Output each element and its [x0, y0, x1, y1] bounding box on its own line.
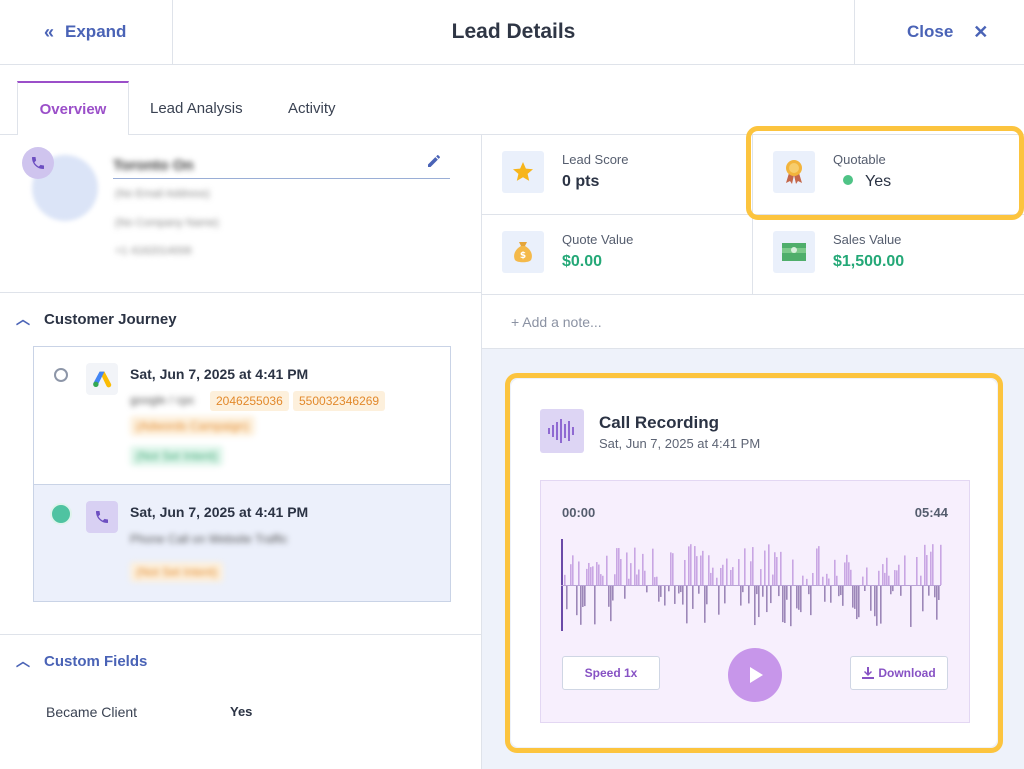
audio-player: 00:00 05:44 Speed 1x Download: [540, 480, 970, 723]
status-dot-icon: [843, 175, 853, 185]
customer-journey-title: Customer Journey: [44, 310, 177, 328]
google-ads-icon: [86, 363, 118, 395]
customer-journey-timeline: Sat, Jun 7, 2025 at 4:41 PM google / cpc…: [33, 346, 451, 602]
quotable-value: Yes: [833, 173, 891, 191]
quotable-stat: Quotable Yes: [753, 135, 1024, 215]
recording-highlight: [505, 373, 1003, 753]
adgroup-id-badge: 550032346269: [293, 391, 386, 411]
quote-value-label: Quote Value: [562, 232, 634, 247]
tab-overview[interactable]: Overview: [17, 81, 129, 136]
play-button[interactable]: [728, 648, 782, 702]
audio-wave-icon: [540, 409, 584, 453]
award-ribbon-icon: [773, 151, 815, 193]
intent-badge: (Not Set Intent): [130, 562, 224, 582]
close-label: Close: [907, 22, 954, 41]
lead-email: (No Email Address): [115, 188, 210, 200]
waveform-scrubber[interactable]: [561, 537, 951, 633]
name-field[interactable]: [113, 155, 450, 179]
customer-journey-toggle[interactable]: ︿ Customer Journey: [0, 293, 481, 345]
tab-activity[interactable]: Activity: [288, 99, 336, 117]
journey-item[interactable]: Sat, Jun 7, 2025 at 4:41 PM google / cpc…: [34, 347, 450, 485]
lead-score-value: 0 pts: [562, 173, 600, 190]
recording-title: Call Recording: [599, 413, 719, 432]
left-panel: Toronto On (No Email Address) (No Compan…: [0, 135, 482, 769]
time-total: 05:44: [914, 505, 948, 520]
journey-item[interactable]: Sat, Jun 7, 2025 at 4:41 PM Phone Call o…: [34, 485, 450, 601]
chevron-up-icon: ︿: [16, 653, 30, 669]
phone-icon: [22, 147, 54, 179]
money-bag-icon: $: [502, 231, 544, 273]
star-icon: [502, 151, 544, 193]
speed-button[interactable]: Speed 1x: [562, 656, 660, 690]
lead-name: Toronto On: [113, 157, 194, 174]
pencil-icon[interactable]: [426, 153, 442, 169]
tab-lead-analysis[interactable]: Lead Analysis: [150, 99, 243, 117]
phone-icon: [86, 501, 118, 533]
divider: [0, 634, 481, 635]
journey-date: Sat, Jun 7, 2025 at 4:41 PM: [130, 366, 309, 382]
recording-date: Sat, Jun 7, 2025 at 4:41 PM: [599, 436, 761, 451]
custom-fields-title: Custom Fields: [44, 652, 148, 670]
lead-score-label: Lead Score: [562, 152, 629, 167]
time-current: 00:00: [562, 505, 596, 520]
panel-header: « Expand Lead Details Close ✕: [0, 0, 1024, 65]
sales-value-stat: Sales Value $1,500.00: [753, 215, 1024, 295]
close-icon: ✕: [973, 21, 989, 42]
custom-field-value: Yes: [230, 704, 253, 719]
right-panel: Lead Score 0 pts Quotable Yes: [482, 126, 1024, 769]
expand-button[interactable]: « Expand: [0, 0, 173, 64]
expand-label: Expand: [65, 22, 127, 41]
custom-field-label: Became Client: [46, 704, 138, 720]
svg-text:$: $: [520, 251, 526, 261]
call-recording-card: Call Recording Sat, Jun 7, 2025 at 4:41 …: [511, 379, 997, 747]
campaign-badge: (Adwords Campaign): [130, 416, 255, 436]
intent-badge: (Not Set Intent): [130, 446, 224, 466]
journey-date: Sat, Jun 7, 2025 at 4:41 PM: [130, 504, 309, 520]
timeline-dot-active: [50, 503, 72, 525]
quote-value-stat: $ Quote Value $0.00: [482, 215, 753, 295]
lead-company: (No Company Name): [115, 217, 219, 229]
sales-value-amount: $1,500.00: [833, 253, 905, 270]
timeline-dot: [54, 368, 68, 382]
lead-score-stat: Lead Score 0 pts: [482, 135, 753, 215]
page-title: Lead Details: [451, 20, 576, 43]
journey-source: google / cpc: [130, 393, 195, 407]
quotable-label: Quotable: [833, 152, 886, 167]
cash-stack-icon: [773, 231, 815, 273]
quotable-highlight: [746, 126, 1024, 220]
play-icon: [750, 667, 763, 683]
double-chevron-left-icon: «: [44, 21, 54, 42]
sales-value-label: Sales Value: [833, 232, 902, 247]
add-note-input[interactable]: + Add a note...: [482, 295, 1024, 349]
campaign-id-badge: 2046255036: [210, 391, 289, 411]
download-icon: [862, 667, 875, 679]
journey-source: Phone Call on Website Traffic: [130, 532, 288, 546]
chevron-up-icon: ︿: [16, 311, 30, 327]
lead-phone: +1 4162014006: [115, 245, 192, 257]
profile-card: Toronto On (No Email Address) (No Compan…: [0, 135, 481, 293]
tab-bar: Overview Lead Analysis Activity: [0, 65, 1024, 136]
custom-fields-toggle[interactable]: ︿ Custom Fields: [0, 635, 481, 687]
quote-value-amount: $0.00: [562, 253, 603, 270]
close-button[interactable]: Close ✕: [854, 0, 1024, 64]
download-button[interactable]: Download: [850, 656, 948, 690]
